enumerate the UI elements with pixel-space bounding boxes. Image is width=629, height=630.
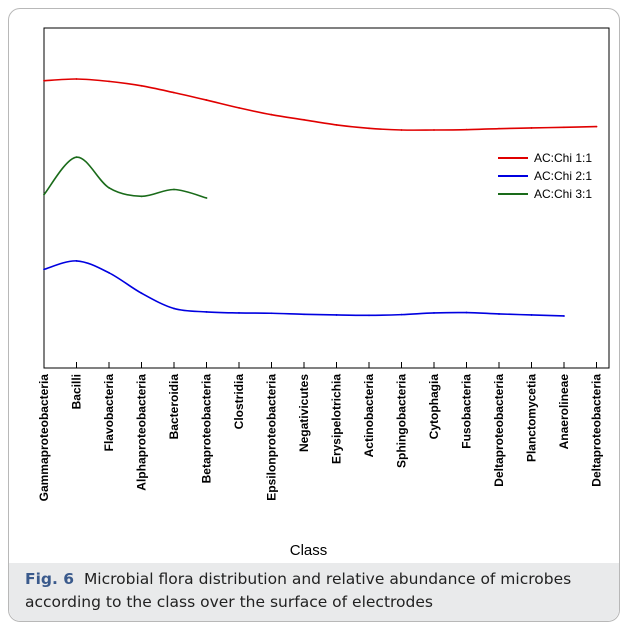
data-point [270,113,273,116]
data-point [108,271,110,274]
data-point [498,127,500,130]
data-point [563,315,565,317]
caption-box [9,563,619,621]
x-tick-label: Bacilli [70,374,84,409]
x-axis-title: Class [290,542,328,559]
data-point [43,193,45,196]
data-point [43,79,45,82]
data-point [303,313,305,316]
data-point [400,313,403,316]
data-point [238,312,240,314]
x-tick-label: Alphaproteobacteria [135,374,149,491]
data-point [43,268,45,271]
data-point [595,125,598,128]
data-point [75,78,78,80]
x-tick-labels: Gammaproteobacteria Bacilli Flavobacteria A… [37,374,604,502]
caption-text: Microbial flora distribution and relativ… [25,570,572,611]
data-point [498,313,500,315]
x-tick-label: Planctomycetia [525,374,539,462]
x-tick-label: Negativicutes [297,374,311,452]
series-line-ac-chi-2-1 [43,260,565,317]
data-point [238,107,240,109]
x-tick-label: Sphingobacteria [395,374,409,468]
data-point [335,314,338,316]
data-point [433,312,435,314]
data-point [368,127,370,130]
data-point [530,314,533,316]
x-tick-label: Erysipelotrichia [330,374,344,464]
figure-caption: Fig. 6 Microbial flora distribution and … [25,568,605,614]
data-point [335,124,338,126]
data-point [368,314,370,317]
data-point [140,195,143,198]
x-tick-label: Deltaproteobacteria [492,374,506,487]
series-line-ac-chi-3-1 [43,156,207,199]
series-line-ac-chi-1-1 [43,78,597,131]
data-point [75,260,78,262]
data-point [530,127,533,129]
chart-axes [43,27,610,369]
legend-label: AC:Chi 2:1 [534,169,592,183]
x-tick-label: Cytophagia [427,374,441,440]
data-point [563,126,565,129]
data-point [108,80,110,83]
data-point [205,197,208,199]
data-point [205,311,208,313]
x-tick-label: Betaproteobacteria [200,374,214,484]
x-tick-label: Gammaproteobacteria [37,374,51,502]
data-point [140,292,143,295]
data-point [173,91,175,94]
data-point [465,128,468,131]
data-point [75,156,78,159]
data-point [205,99,208,101]
legend-label: AC:Chi 1:1 [534,151,592,165]
x-tick-label: Actinobacteria [362,374,376,458]
plot-area-border [43,27,610,369]
data-point [173,188,175,191]
x-tick-label: Epsilonproteobacteria [265,374,279,501]
data-point [108,186,110,189]
legend-label: AC:Chi 3:1 [534,187,592,201]
data-point [303,118,305,121]
data-point [400,129,403,131]
data-point [140,84,143,87]
data-point [270,312,273,315]
legend: AC:Chi 1:1 AC:Chi 2:1 AC:Chi 3:1 [498,151,592,201]
x-tick-label: Bacteroidia [167,374,181,440]
x-tick-label: Anaerolineae [557,374,571,450]
x-tick-label: Flavobacteria [102,374,116,452]
x-tick-label: Deltaproteobacteria [590,374,604,487]
data-point [173,307,175,310]
data-point [465,311,468,314]
x-tick-label: Fusobacteria [460,374,474,449]
data-point [433,129,435,131]
line-chart: Gammaproteobacteria Bacilli Flavobacteria A… [37,27,610,559]
series-layer [43,78,598,317]
x-tick-label: Clostridia [232,374,246,430]
caption-label: Fig. 6 [25,570,75,588]
